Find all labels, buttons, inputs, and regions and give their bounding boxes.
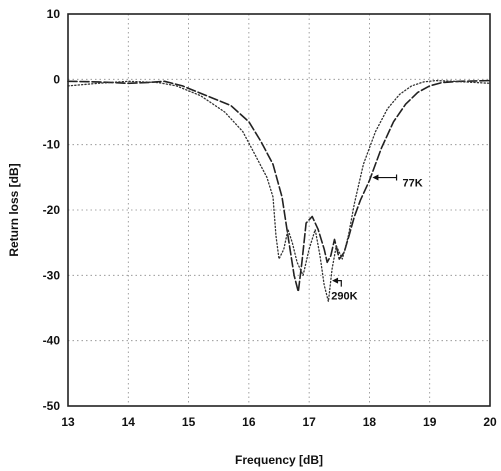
annotations: 77K 290K [331,174,423,303]
x-tick-label: 15 [182,415,196,429]
x-axis-label: Frequency [dB] [235,453,323,467]
y-tick-label: -40 [43,334,61,348]
y-tick-label: -50 [43,399,61,413]
grid [68,14,490,406]
tick-labels: 13 14 15 16 17 18 19 20 10 0 -10 -20 -30 -40 -50 [43,7,497,429]
y-axis-label: Return loss [dB] [7,163,21,256]
series-line-77k [67,79,491,293]
y-tick-label: 10 [47,7,61,21]
x-tick-label: 13 [61,415,75,429]
y-tick-label: 0 [53,72,60,86]
annotation-290k-arrow [338,280,342,287]
plot-frame [67,13,491,407]
annotation-290k-arrowhead [332,277,339,284]
series-layer [67,79,491,303]
y-tick-label: -20 [43,203,61,217]
annotation-77k-arrowhead [372,174,379,181]
x-tick-label: 17 [302,415,316,429]
y-tick-label: -10 [43,138,61,152]
x-tick-label: 16 [242,415,256,429]
annotation-77k-arrow [376,174,398,181]
series-line-290k [67,79,491,303]
x-tick-label: 18 [363,415,377,429]
annotation-77k-label: 77K [403,178,423,190]
annotation-290k-label: 290K [331,291,357,303]
x-tick-label: 20 [483,415,497,429]
x-tick-label: 14 [122,415,136,429]
y-tick-label: -30 [43,268,61,282]
x-tick-label: 19 [423,415,437,429]
